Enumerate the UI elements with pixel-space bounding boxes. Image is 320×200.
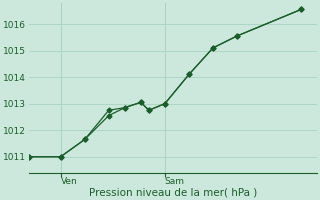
X-axis label: Pression niveau de la mer( hPa ): Pression niveau de la mer( hPa ): [89, 187, 257, 197]
